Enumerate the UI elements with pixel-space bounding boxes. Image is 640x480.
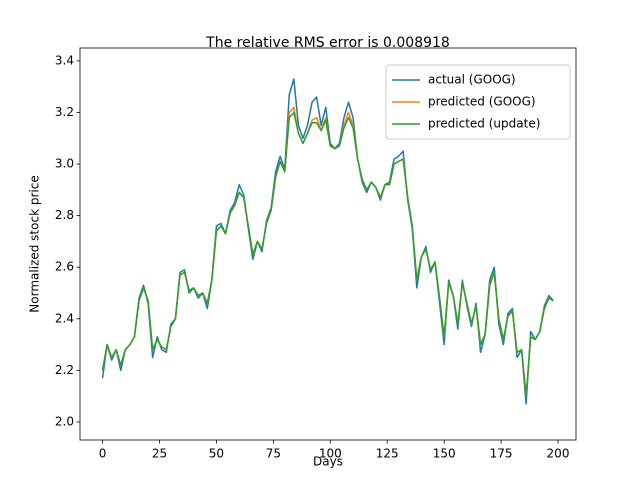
x-tick-label: 125 bbox=[376, 447, 399, 461]
x-tick-label: 0 bbox=[99, 447, 107, 461]
y-tick-label: 2.4 bbox=[55, 311, 74, 325]
chart-title: The relative RMS error is 0.008918 bbox=[205, 35, 450, 51]
y-tick-label: 2.8 bbox=[55, 208, 74, 222]
y-tick-label: 2.0 bbox=[55, 414, 74, 428]
plot-frame bbox=[79, 47, 577, 441]
x-axis-label: Days bbox=[313, 455, 343, 469]
y-axis-label: Normalized stock price bbox=[28, 175, 42, 312]
y-tick-label: 2.6 bbox=[55, 260, 74, 274]
legend-box bbox=[385, 64, 571, 140]
x-tick-label: 175 bbox=[490, 447, 513, 461]
x-tick-label: 150 bbox=[433, 447, 456, 461]
x-tick-label: 100 bbox=[319, 447, 342, 461]
y-tick-label: 2.2 bbox=[55, 363, 74, 377]
x-tick-label: 200 bbox=[547, 447, 570, 461]
y-tick-label: 3.0 bbox=[55, 157, 74, 171]
legend-label: predicted (GOOG) bbox=[428, 95, 536, 109]
legend-label: predicted (update) bbox=[428, 117, 540, 131]
x-tick-label: 25 bbox=[152, 447, 167, 461]
y-tick-label: 3.2 bbox=[55, 105, 74, 119]
x-tick-label: 75 bbox=[266, 447, 281, 461]
series-line bbox=[101, 106, 554, 397]
series-line bbox=[101, 111, 554, 397]
legend-label: actual (GOOG) bbox=[428, 73, 516, 87]
y-tick-label: 3.4 bbox=[55, 53, 74, 67]
x-tick-label: 50 bbox=[209, 447, 224, 461]
